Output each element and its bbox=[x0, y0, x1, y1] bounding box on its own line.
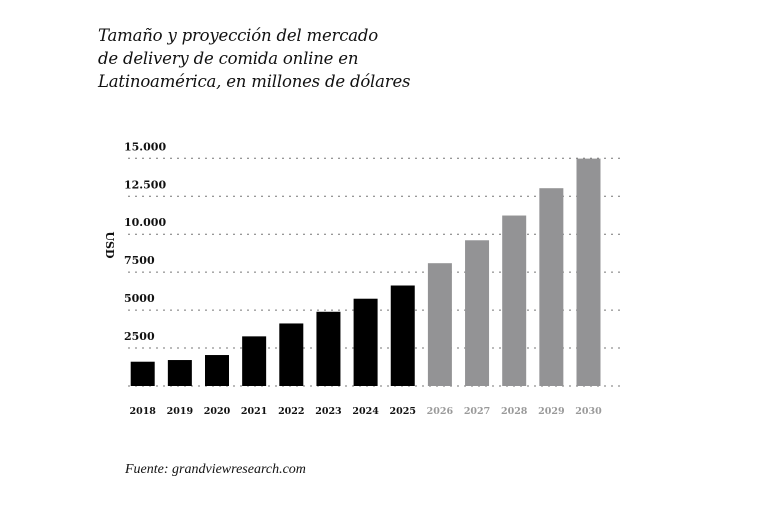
x-tick-label: 2020 bbox=[204, 406, 231, 417]
x-tick-label: 2028 bbox=[501, 406, 528, 417]
x-tick-label: 2022 bbox=[278, 406, 304, 417]
x-tick-label: 2019 bbox=[167, 406, 194, 417]
x-tick-label: 2023 bbox=[315, 406, 341, 417]
chart-title: Tamaño y proyección del mercado de deliv… bbox=[98, 24, 410, 93]
chart-title-line: Tamaño y proyección del mercado bbox=[98, 26, 378, 45]
x-tick-label: 2030 bbox=[575, 406, 602, 417]
chart-title-line: Latinoamérica, en millones de dólares bbox=[98, 72, 411, 91]
y-tick-label: 12.500 bbox=[124, 178, 166, 191]
y-axis-label: USD bbox=[103, 231, 116, 259]
bar-2020 bbox=[205, 355, 229, 386]
bar-2025 bbox=[390, 285, 415, 386]
bar-2024 bbox=[353, 298, 378, 386]
y-tick-label: 5000 bbox=[124, 292, 155, 305]
bar-2018 bbox=[130, 361, 155, 386]
bar-2026 bbox=[427, 263, 452, 386]
x-tick-label: 2029 bbox=[538, 406, 565, 417]
bar-2028 bbox=[502, 215, 527, 386]
y-tick-label: 2500 bbox=[124, 330, 155, 343]
source-note: Fuente: grandviewresearch.com bbox=[125, 462, 306, 477]
bar-2030 bbox=[576, 158, 601, 386]
x-tick-label: 2025 bbox=[390, 406, 416, 417]
x-tick-label: 2027 bbox=[464, 406, 490, 417]
bar-2019 bbox=[167, 360, 192, 386]
chart-title-line: de delivery de comida online en bbox=[98, 49, 359, 68]
bar-2029 bbox=[539, 188, 564, 386]
x-tick-label: 2021 bbox=[241, 406, 267, 417]
bar-2021 bbox=[242, 336, 267, 386]
y-tick-label: 15.000 bbox=[124, 140, 166, 153]
bar-2027 bbox=[465, 240, 490, 386]
x-tick-label: 2024 bbox=[352, 406, 379, 417]
bar-2022 bbox=[279, 323, 304, 386]
bar-2023 bbox=[316, 311, 341, 386]
x-tick-label: 2026 bbox=[427, 406, 454, 417]
y-tick-label: 7500 bbox=[124, 254, 155, 267]
y-tick-label: 10.000 bbox=[124, 216, 166, 229]
x-tick-label: 2018 bbox=[129, 406, 156, 417]
